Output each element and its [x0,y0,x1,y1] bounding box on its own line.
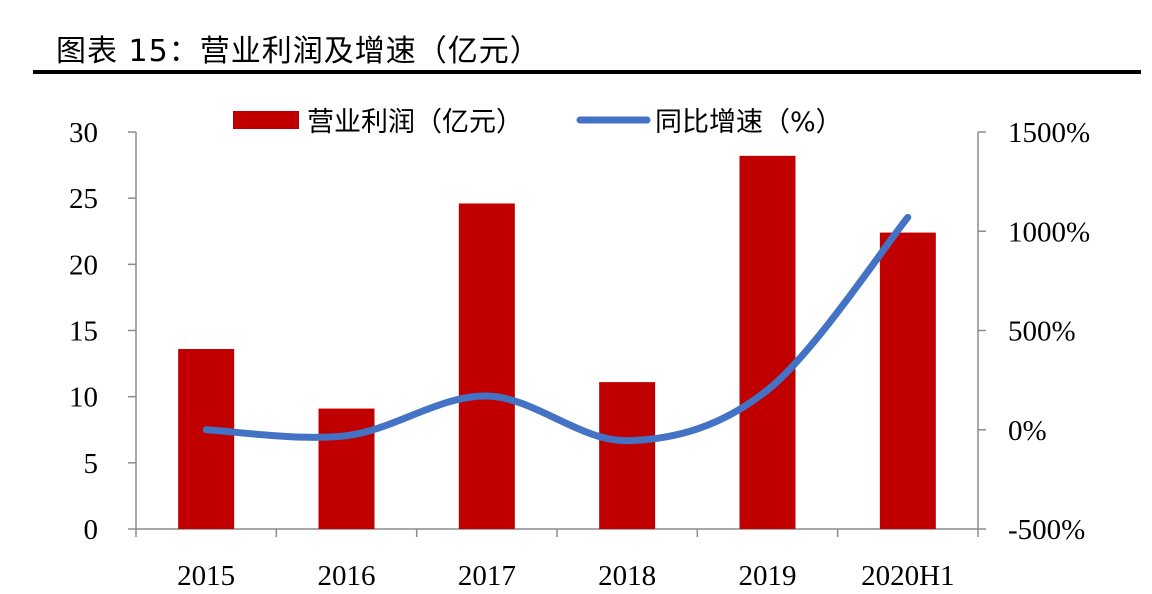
right-axis-tick-label: 1000% [1008,216,1090,248]
right-axis-tick-label: -500% [1008,514,1085,546]
left-axis-tick-label: 10 [69,382,98,414]
x-axis-tick-label: 2015 [177,560,235,592]
x-axis-tick-label: 2017 [458,560,516,592]
bar [318,408,375,529]
growth-rate-line [202,213,912,445]
x-axis-tick-label: 2019 [739,560,797,592]
bar [458,203,515,529]
legend-line-label: 同比增速（%） [655,107,843,138]
figure-title: 图表 15：营业利润及增速（亿元） [56,34,541,69]
bar [178,349,235,529]
x-axis-tick-label: 2016 [318,560,376,592]
bar [599,382,656,529]
x-axis-tick-label: 2020H1 [861,560,954,592]
title-rule [33,70,1141,74]
legend-bar-label: 营业利润（亿元） [307,107,523,138]
bar [879,232,936,529]
left-axis-tick-label: 30 [69,117,98,149]
right-axis-tick-label: 0% [1008,415,1047,447]
left-axis-tick-label: 5 [84,448,99,480]
left-axis-tick-label: 0 [84,514,99,546]
right-axis-tick-label: 1500% [1008,117,1090,149]
legend-bar-swatch [233,111,299,129]
left-axis-tick-label: 15 [69,316,98,348]
left-axis-tick-label: 20 [69,249,98,281]
right-axis-tick-label: 500% [1008,316,1076,348]
x-axis-tick-label: 2018 [598,560,656,592]
left-axis-tick-label: 25 [69,183,98,215]
bar [739,155,796,529]
